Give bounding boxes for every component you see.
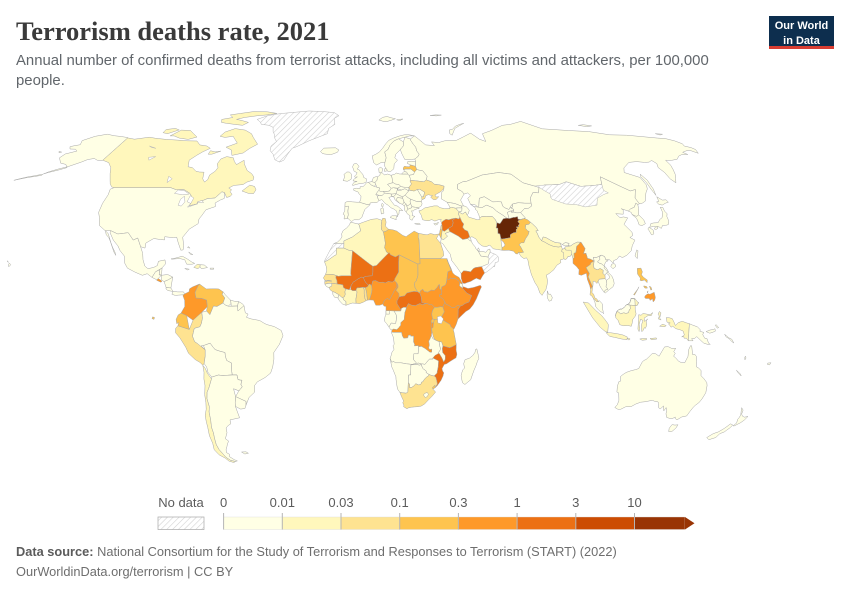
svg-text:3: 3 [572,495,579,510]
svg-text:0.01: 0.01 [270,495,295,510]
svg-text:0: 0 [220,495,227,510]
svg-text:10: 10 [627,495,641,510]
svg-text:0.3: 0.3 [449,495,467,510]
svg-text:0.1: 0.1 [391,495,409,510]
svg-text:0.03: 0.03 [328,495,353,510]
svg-text:1: 1 [513,495,520,510]
svg-text:No data: No data [158,495,204,510]
